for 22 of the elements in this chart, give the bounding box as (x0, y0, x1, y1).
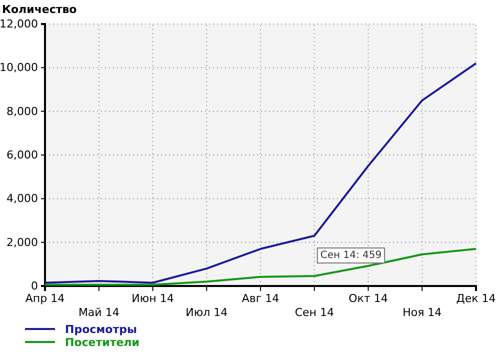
y-tick-label: 6,000 (6, 148, 38, 162)
annotation: Сен 14: 459 (320, 250, 382, 261)
legend-label: Просмотры (65, 323, 137, 336)
x-tick-label: Ноя 14 (402, 306, 442, 319)
x-tick-label: Авг 14 (242, 292, 280, 305)
x-tick-label: Апр 14 (25, 292, 65, 305)
x-tick-label: Май 14 (78, 306, 120, 319)
y-axis-title: Количество (2, 3, 78, 16)
line-series (44, 248, 477, 286)
y-tick-label: 8,000 (6, 104, 38, 118)
y-tick-label: 2,000 (6, 236, 38, 249)
line-series (44, 62, 477, 284)
y-tick-label: 10,000 (0, 61, 38, 74)
x-tick-label: Дек 14 (456, 292, 496, 305)
y-tick-label: 4,000 (6, 192, 38, 206)
y-tick-label: 12,000 (0, 18, 38, 31)
x-tick-label: Окт 14 (348, 292, 388, 305)
x-tick-label: Июл 14 (186, 306, 228, 319)
x-tick-label: Июн 14 (132, 292, 174, 305)
y-tick-label: 0 (31, 280, 38, 293)
legend-label: Посетители (65, 336, 140, 349)
x-tick-label: Сен 14 (294, 306, 334, 319)
